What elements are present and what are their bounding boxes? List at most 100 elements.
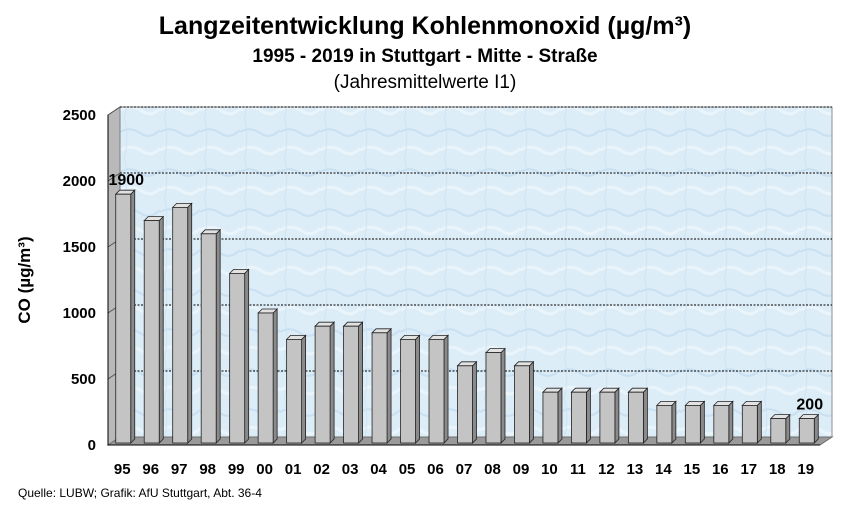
bar-side xyxy=(187,202,193,444)
bar xyxy=(400,338,416,444)
x-tick-label: 19 xyxy=(797,461,814,478)
bar-side xyxy=(642,387,648,444)
x-tick-label: 98 xyxy=(199,461,216,478)
bar-side xyxy=(215,228,221,444)
bar xyxy=(172,206,189,444)
bar xyxy=(542,391,559,444)
bar xyxy=(143,220,160,444)
bar xyxy=(485,352,502,444)
bar xyxy=(599,391,616,444)
bar xyxy=(798,418,815,444)
bar-side xyxy=(671,400,677,444)
bar-top xyxy=(655,400,677,406)
bar-top xyxy=(769,414,791,420)
bar xyxy=(115,193,132,444)
data-label: 1900 xyxy=(108,172,144,189)
bar xyxy=(741,404,758,444)
bar-top xyxy=(598,387,620,393)
bar-side xyxy=(728,400,734,444)
bar-top xyxy=(371,328,393,334)
bar xyxy=(257,312,274,444)
bar-top xyxy=(712,400,734,406)
x-tick-label: 95 xyxy=(114,461,131,478)
bar-top xyxy=(513,361,535,367)
chart-subtitle-2: (Jahresmittelwerte I1) xyxy=(333,72,517,93)
bar-top xyxy=(171,202,193,208)
bar-top xyxy=(570,387,592,393)
x-tick-label: 16 xyxy=(712,461,729,478)
bar-side xyxy=(586,387,591,444)
x-tick-label: 99 xyxy=(228,461,245,478)
x-tick-label: 09 xyxy=(513,461,530,478)
bar-side xyxy=(329,321,335,444)
bar xyxy=(428,338,445,444)
bar xyxy=(514,365,530,444)
bar xyxy=(656,404,673,444)
y-tick-label: 2000 xyxy=(63,173,96,190)
bar xyxy=(571,391,587,444)
x-tick-label: 03 xyxy=(342,461,359,478)
y-tick-label: 1500 xyxy=(63,239,96,256)
x-tick-label: 12 xyxy=(598,461,615,478)
y-tick-label: 500 xyxy=(71,371,96,388)
chart-title: Langzeitentwicklung Kohlenmonoxid (µg/m³… xyxy=(158,12,692,40)
gridline-side xyxy=(107,106,121,116)
bar-top xyxy=(143,216,165,222)
bar-top xyxy=(456,361,478,367)
bar xyxy=(229,272,246,444)
bar-side xyxy=(699,400,705,444)
x-tick-label: 15 xyxy=(683,461,700,478)
bar-top xyxy=(741,400,763,406)
bar-side xyxy=(813,413,819,444)
x-tick-label: 14 xyxy=(655,461,672,478)
bar-top xyxy=(114,189,136,195)
source-note: Quelle: LUBW; Grafik: AfU Stuttgart, Abt… xyxy=(18,486,262,500)
bar-top xyxy=(314,321,336,327)
bar-side xyxy=(386,327,392,444)
x-tick-label: 17 xyxy=(740,461,757,478)
bar-top xyxy=(399,334,421,340)
x-tick-label: 00 xyxy=(256,461,273,478)
bar-side xyxy=(415,334,420,444)
bar-side xyxy=(614,387,620,444)
y-axis-label: CO (µg/m³) xyxy=(15,236,34,323)
bar-top xyxy=(541,387,563,393)
bar xyxy=(371,332,388,444)
bar-side xyxy=(443,334,449,444)
bar xyxy=(286,338,303,444)
bar-top xyxy=(684,400,706,406)
gridline-side xyxy=(107,172,121,182)
bar xyxy=(314,325,331,444)
bar-side xyxy=(158,215,164,444)
bar-top xyxy=(428,334,449,340)
bar xyxy=(713,404,730,444)
y-tick-label: 1000 xyxy=(63,305,96,322)
x-tick-label: 04 xyxy=(370,461,387,478)
x-tick-label: 96 xyxy=(142,461,159,478)
y-tick-label: 2500 xyxy=(63,107,96,124)
x-tick-label: 97 xyxy=(171,461,188,478)
bar xyxy=(627,391,644,444)
bar-top xyxy=(798,414,820,420)
x-tick-label: 06 xyxy=(427,461,444,478)
bar-top xyxy=(228,268,250,274)
bar-top xyxy=(485,348,506,354)
x-tick-label: 11 xyxy=(570,461,586,478)
bar-side xyxy=(785,413,791,444)
bar xyxy=(770,418,787,444)
bar-side xyxy=(756,400,762,444)
bar-side xyxy=(130,189,136,444)
data-label: 200 xyxy=(796,397,823,414)
bar-top xyxy=(342,321,364,327)
x-tick-label: 08 xyxy=(484,461,501,478)
chart-subtitle: 1995 - 2019 in Stuttgart - Mitte - Straß… xyxy=(252,46,598,67)
bar xyxy=(684,404,701,444)
bar-side xyxy=(301,334,307,444)
bar-side xyxy=(244,268,250,444)
bar-side xyxy=(529,360,534,444)
bar-top xyxy=(285,334,307,340)
bar xyxy=(343,325,359,444)
bar-side xyxy=(358,321,363,444)
bar-side xyxy=(472,360,477,444)
bar-top xyxy=(200,229,222,235)
